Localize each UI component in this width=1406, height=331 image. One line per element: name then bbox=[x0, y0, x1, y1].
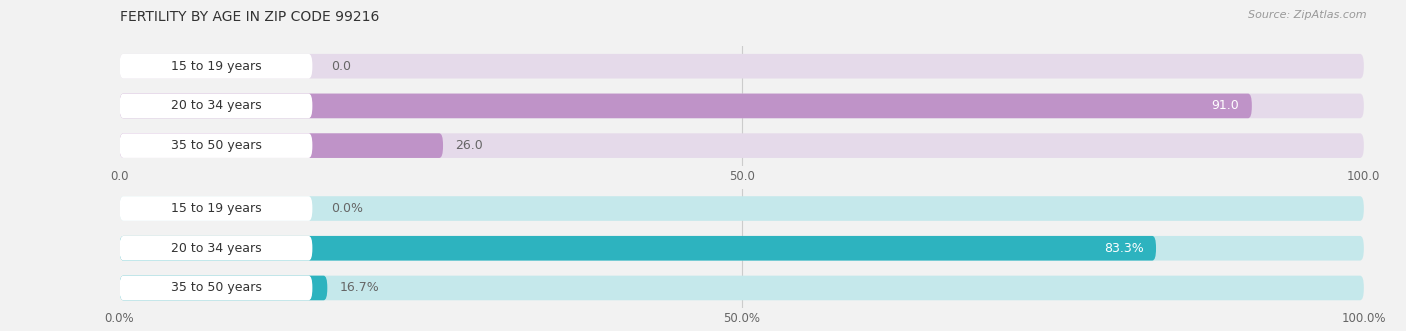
Text: 0.0: 0.0 bbox=[330, 60, 352, 73]
FancyBboxPatch shape bbox=[120, 133, 443, 158]
Text: 20 to 34 years: 20 to 34 years bbox=[170, 99, 262, 113]
Text: 20 to 34 years: 20 to 34 years bbox=[170, 242, 262, 255]
Text: Source: ZipAtlas.com: Source: ZipAtlas.com bbox=[1249, 10, 1367, 20]
FancyBboxPatch shape bbox=[120, 236, 1156, 260]
FancyBboxPatch shape bbox=[120, 54, 312, 78]
Text: FERTILITY BY AGE IN ZIP CODE 99216: FERTILITY BY AGE IN ZIP CODE 99216 bbox=[120, 10, 378, 24]
FancyBboxPatch shape bbox=[120, 276, 1364, 300]
FancyBboxPatch shape bbox=[120, 94, 312, 118]
FancyBboxPatch shape bbox=[120, 94, 1364, 118]
Text: 0.0%: 0.0% bbox=[330, 202, 363, 215]
Text: 15 to 19 years: 15 to 19 years bbox=[170, 202, 262, 215]
FancyBboxPatch shape bbox=[120, 196, 1364, 221]
Text: 83.3%: 83.3% bbox=[1104, 242, 1143, 255]
Text: 35 to 50 years: 35 to 50 years bbox=[170, 281, 262, 295]
Text: 26.0: 26.0 bbox=[456, 139, 484, 152]
FancyBboxPatch shape bbox=[120, 236, 1364, 260]
FancyBboxPatch shape bbox=[120, 276, 312, 300]
FancyBboxPatch shape bbox=[120, 236, 312, 260]
Text: 35 to 50 years: 35 to 50 years bbox=[170, 139, 262, 152]
Text: 16.7%: 16.7% bbox=[340, 281, 380, 295]
Text: 91.0: 91.0 bbox=[1212, 99, 1240, 113]
FancyBboxPatch shape bbox=[120, 276, 328, 300]
FancyBboxPatch shape bbox=[120, 196, 312, 221]
FancyBboxPatch shape bbox=[120, 133, 1364, 158]
Text: 15 to 19 years: 15 to 19 years bbox=[170, 60, 262, 73]
FancyBboxPatch shape bbox=[120, 94, 1251, 118]
FancyBboxPatch shape bbox=[120, 133, 312, 158]
FancyBboxPatch shape bbox=[120, 54, 1364, 78]
